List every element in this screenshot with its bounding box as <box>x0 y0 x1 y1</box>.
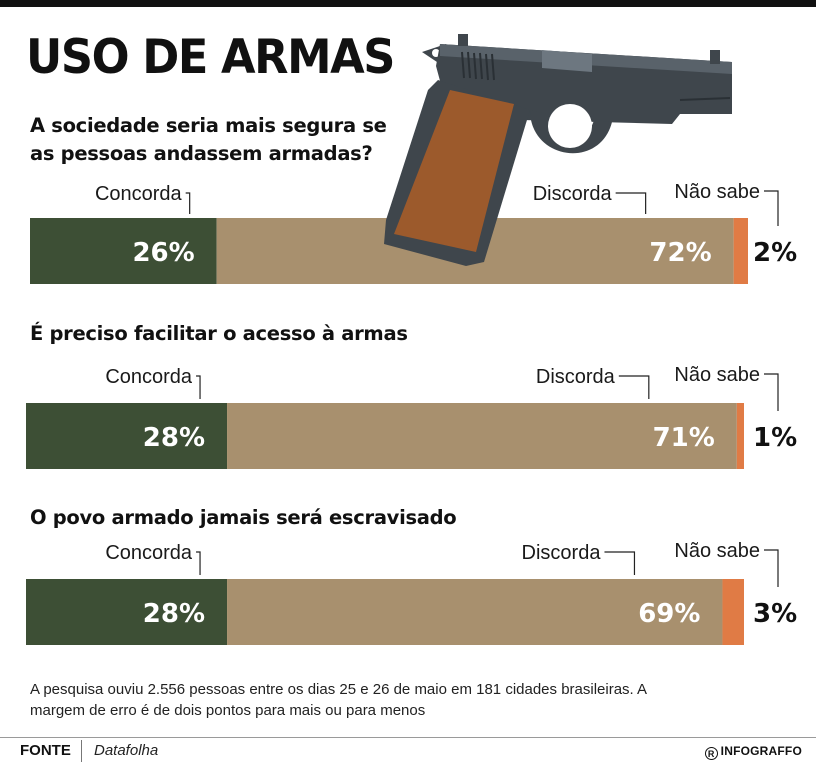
bar-2-segment-2 <box>227 403 737 469</box>
source-divider <box>81 740 82 762</box>
bar-3-segment-3 <box>722 579 744 645</box>
question-1: A sociedade seria mais segura se as pess… <box>30 114 387 165</box>
bar-3-value-label-3: 3% <box>753 599 797 629</box>
bar-2-segment-1 <box>26 403 228 469</box>
question-2: É preciso facilitar o acesso à armas <box>30 322 408 345</box>
brand-logo: R INFOGRAFFO <box>704 744 802 760</box>
bar-3-value-label-2: 69% <box>638 599 700 629</box>
bar-1-value-label-3: 2% <box>753 238 797 268</box>
bar-3-category-label-3: Não sabe <box>674 540 760 562</box>
survey-note: A pesquisa ouviu 2.556 pessoas entre os … <box>30 681 647 719</box>
bar-1-segment-1 <box>30 218 217 284</box>
bar-3-segment-1 <box>26 579 228 645</box>
registered-mark-icon: R <box>704 747 718 760</box>
bar-3-category-label-2: Discorda <box>522 542 602 564</box>
bar-2-segment-3 <box>736 403 744 469</box>
bar-3-category-label-1: Concorda <box>105 542 193 564</box>
bar-2-leader-line-1 <box>196 375 201 399</box>
brand-name: INFOGRAFFO <box>720 744 802 758</box>
source-label: FONTE <box>20 742 71 759</box>
top-rule <box>0 0 816 7</box>
bar-2-leader-line-3 <box>764 373 779 411</box>
pistol-serrations <box>461 51 495 81</box>
pistol-trigger-space <box>548 104 592 148</box>
pistol-front-sight <box>710 50 720 64</box>
pistol-rear-sight <box>458 34 468 46</box>
bar-2-category-label-2: Discorda <box>536 366 616 388</box>
bar-2-value-label-3: 1% <box>753 423 797 453</box>
bar-3-value-label-1: 28% <box>143 599 205 629</box>
bar-2-value-label-1: 28% <box>143 423 205 453</box>
bar-2-category-label-3: Não sabe <box>674 364 760 386</box>
bar-3-segment-2 <box>227 579 723 645</box>
bar-2-category-label-1: Concorda <box>105 366 193 388</box>
footer-rule <box>0 737 816 738</box>
bar-2-value-label-2: 71% <box>653 423 715 453</box>
source-name: Datafolha <box>94 742 159 759</box>
page-title: USO DE ARMAS <box>26 30 395 85</box>
bar-1-category-label-1: Concorda <box>95 183 183 205</box>
pistol-icon <box>384 34 732 266</box>
pistol-slide-panel <box>542 50 592 72</box>
bar-3-leader-line-3 <box>764 549 779 587</box>
pistol-seam <box>679 97 731 101</box>
bar-1-leader-line-1 <box>185 192 191 214</box>
bar-3-leader-line-2 <box>604 551 636 575</box>
bar-3-leader-line-1 <box>196 551 201 575</box>
pistol-grip <box>394 90 514 252</box>
pistol-trigger-guard <box>530 110 612 154</box>
bar-2-leader-line-2 <box>618 375 650 399</box>
bar-1-value-label-1: 26% <box>132 238 194 268</box>
question-3: O povo armado jamais será escravisado <box>30 506 457 529</box>
bar-1-leader-line-3 <box>764 190 779 226</box>
